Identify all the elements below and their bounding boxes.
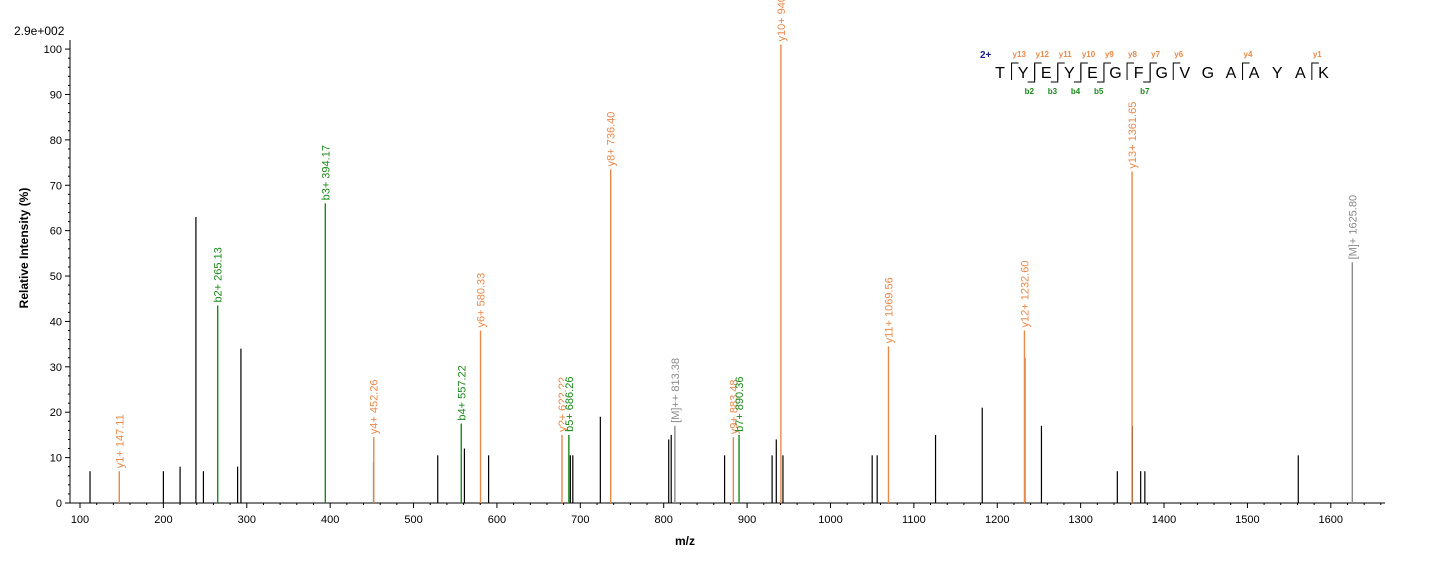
b-ion-label: b4 [1071, 87, 1081, 96]
peak-label: y13+ 1361.65 [1127, 102, 1139, 169]
y-tick-label: 40 [50, 316, 62, 328]
y-ion-label: y12 [1036, 50, 1050, 59]
peak-label: y11+ 1069.56 [883, 277, 895, 343]
sequence-residue: G [1202, 65, 1214, 82]
peak-label: y8+ 736.40 [606, 112, 618, 167]
x-tick-label: 300 [238, 514, 256, 526]
peak-label: y6+ 580.33 [476, 273, 488, 328]
b-ion-label: b7 [1140, 87, 1150, 96]
b-ion-bracket [1096, 64, 1105, 83]
y-ion-bracket [1172, 62, 1181, 80]
axes: 0 10 20 30 40 50 60 70 80 90 100 100 200 300 400 500 600… [44, 40, 1385, 526]
y-ion-label: y11 [1059, 50, 1072, 59]
x-axis-title: m/z [675, 534, 695, 548]
y-tick-label: 20 [50, 407, 62, 419]
peak-label: y?+ 6??.?? [557, 377, 569, 432]
x-tick-label: 600 [488, 514, 506, 526]
peak-label: y4+ 452.26 [369, 379, 381, 434]
sequence-residue: E [1087, 65, 1098, 82]
precursor-charge-label: 2+ [980, 50, 992, 61]
x-tick-label: 200 [154, 514, 172, 526]
x-tick-label: 1200 [985, 514, 1009, 526]
y-ion-label: y9 [1105, 50, 1114, 59]
y-ion-label: y7 [1151, 50, 1160, 59]
peak-label: b4+ 557.22 [456, 365, 468, 420]
x-tick-label: 1100 [902, 514, 926, 526]
y-tick-label: 50 [50, 271, 62, 283]
sequence-residue: F [1134, 65, 1144, 82]
sequence-residue: A [1295, 65, 1306, 82]
y-ion-label: y8 [1128, 50, 1137, 59]
y-tick-label: 0 [56, 498, 62, 510]
sequence-residue: E [1041, 65, 1052, 82]
peak-label: y10+ 940.52 [776, 0, 788, 42]
peak-label: [M]++ 813.38 [670, 358, 682, 423]
sequence-residue: Y [1064, 65, 1075, 82]
y-ion-label: y1 [1313, 50, 1322, 59]
b-ion-label: b2 [1025, 87, 1035, 96]
sequence-residue: A [1226, 65, 1237, 82]
b-ion-label: b5 [1094, 87, 1104, 96]
x-tick-label: 1000 [818, 514, 842, 526]
y-tick-label: 100 [44, 44, 62, 56]
peak-label: b3+ 394.17 [320, 145, 332, 200]
sequence-residue: G [1109, 65, 1121, 82]
y-tick-label: 90 [50, 89, 62, 101]
sequence-residue: V [1179, 65, 1190, 82]
y-tick-label: 30 [50, 362, 62, 374]
peak-label: b5+ 686.26 [564, 377, 576, 432]
sequence-residue: T [995, 65, 1005, 82]
peak-label: y12+ 1232.60 [1019, 261, 1031, 328]
b-ion-label: b3 [1048, 87, 1058, 96]
peak-label: b2+ 265.13 [213, 247, 225, 302]
y-ion-label: y10 [1082, 50, 1096, 59]
x-tick-label: 800 [655, 514, 673, 526]
peaks [89, 44, 1354, 503]
b-ion-bracket [1050, 64, 1059, 83]
sequence-residue: A [1249, 65, 1260, 82]
x-tick-label: 1500 [1235, 514, 1259, 526]
x-tick-label: 1300 [1068, 514, 1092, 526]
peak-labels: y1+ 147.11 b2+ 265.13 b3+ 394.17 y4+ 452.26… [114, 0, 1359, 468]
sequence-residue: Y [1018, 65, 1029, 82]
b-ion-bracket [1027, 64, 1036, 83]
y-ion-label: y13 [1013, 50, 1027, 59]
y-ion-bracket [1011, 62, 1019, 80]
x-tick-label: 100 [71, 514, 89, 526]
intensity-scale-label: 2.9e+002 [14, 24, 65, 38]
y-ion-label: y4 [1244, 50, 1253, 59]
x-tick-label: 1600 [1319, 514, 1343, 526]
peak-label: y9+ 883.48 [728, 379, 740, 434]
y-ion-bracket [1242, 62, 1250, 80]
b-ion-bracket [1143, 64, 1151, 83]
sequence-residue: K [1318, 65, 1329, 82]
x-tick-label: 1400 [1152, 514, 1176, 526]
y-tick-label: 60 [50, 226, 62, 238]
y-ion-bracket [1311, 62, 1319, 80]
y-axis-title: Relative Intensity (%) [17, 188, 31, 309]
y-ion-bracket [1126, 62, 1135, 80]
x-tick-label: 700 [571, 514, 589, 526]
peak-label: b7+ 890.36 [734, 377, 746, 432]
x-tick-label: 500 [404, 514, 422, 526]
y-tick-label: 10 [50, 453, 62, 465]
peak-label: y1+ 147.11 [114, 414, 126, 468]
y-tick-label: 70 [50, 180, 62, 192]
sequence-residue: G [1155, 65, 1167, 82]
b-ion-bracket [1073, 64, 1082, 83]
x-tick-label: 400 [321, 514, 339, 526]
x-tick-label: 900 [738, 514, 756, 526]
y-tick-label: 80 [50, 135, 62, 147]
peak-label: [M]+ 1625.80 [1347, 195, 1359, 260]
sequence-residue: Y [1272, 65, 1283, 82]
y-ion-label: y6 [1174, 50, 1183, 59]
